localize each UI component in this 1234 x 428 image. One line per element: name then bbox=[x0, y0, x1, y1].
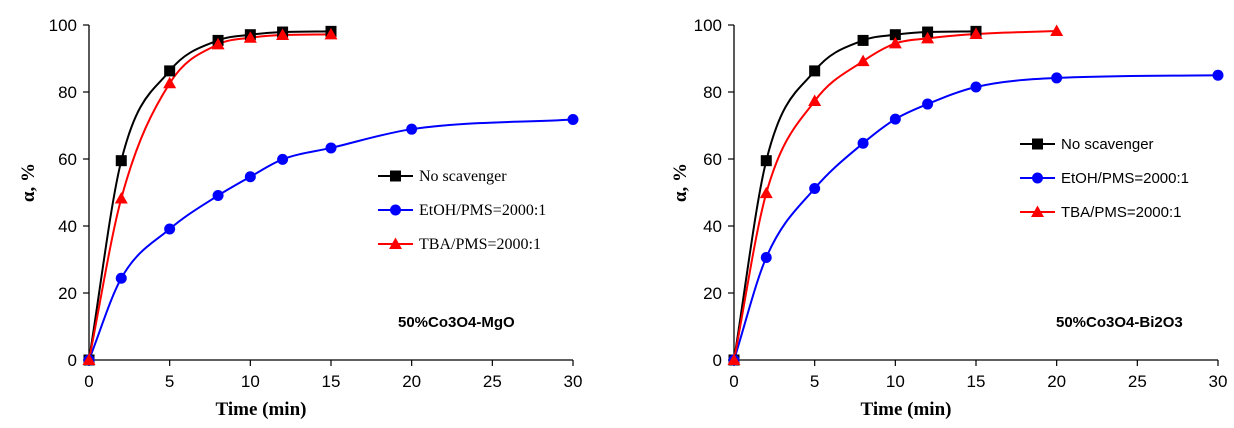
y-tick-label: 60 bbox=[58, 150, 77, 169]
data-point-triangle bbox=[888, 36, 902, 49]
data-point-circle bbox=[277, 153, 289, 165]
x-tick-label: 5 bbox=[165, 372, 174, 391]
legend-entry: EtOH/PMS=2000:1 bbox=[378, 202, 546, 219]
legend-marker-circle bbox=[1032, 172, 1043, 184]
y-tick-label: 0 bbox=[713, 351, 722, 370]
x-tick-label: 15 bbox=[322, 372, 341, 391]
legend-marker-square bbox=[1032, 138, 1043, 150]
data-point-triangle bbox=[211, 37, 225, 50]
y-tick-label: 0 bbox=[68, 351, 77, 370]
legend-marker-circle bbox=[390, 204, 401, 216]
legend-marker-triangle bbox=[389, 237, 402, 249]
legend-entry: TBA/PMS=2000:1 bbox=[378, 236, 541, 253]
data-point-circle bbox=[922, 98, 934, 110]
data-point-circle bbox=[164, 223, 176, 235]
y-tick-label: 20 bbox=[703, 284, 722, 303]
data-point-triangle bbox=[727, 353, 741, 365]
chart-annotation: 50%Co3O4-MgO bbox=[398, 314, 515, 331]
y-tick-label: 100 bbox=[694, 16, 722, 35]
data-point-triangle bbox=[759, 186, 773, 199]
y-tick-label: 20 bbox=[58, 284, 77, 303]
data-point-circle bbox=[325, 142, 337, 154]
legend-label: TBA/PMS=2000:1 bbox=[419, 236, 541, 253]
data-point-square bbox=[809, 65, 821, 77]
y-axis-title: α, % bbox=[670, 163, 691, 202]
data-point-circle bbox=[889, 113, 901, 125]
x-tick-label: 25 bbox=[1128, 372, 1147, 391]
data-point-circle bbox=[115, 272, 127, 284]
data-point-triangle bbox=[163, 76, 177, 89]
legend-marker-square bbox=[390, 170, 401, 182]
y-tick-label: 80 bbox=[703, 83, 722, 102]
data-point-circle bbox=[1051, 72, 1063, 84]
data-point-circle bbox=[760, 251, 772, 263]
data-point-triangle bbox=[324, 27, 338, 40]
data-point-triangle bbox=[808, 94, 822, 107]
y-tick-label: 40 bbox=[58, 217, 77, 236]
data-point-triangle bbox=[1050, 24, 1064, 37]
y-axis-title: α, % bbox=[18, 163, 39, 202]
x-tick-label: 0 bbox=[84, 372, 93, 391]
x-tick-label: 25 bbox=[483, 372, 502, 391]
legend-entry: No scavenger bbox=[378, 168, 507, 185]
legend-label: No scavenger bbox=[1061, 136, 1154, 153]
data-point-circle bbox=[212, 190, 224, 202]
data-point-triangle bbox=[276, 28, 290, 41]
x-tick-label: 10 bbox=[886, 372, 905, 391]
data-point-square bbox=[164, 65, 176, 77]
chart-left: 0 20 40 60 80 100 0 5 10 15 20 25 30 Time (min) α, % No… bbox=[18, 16, 582, 420]
legend-marker-triangle bbox=[1031, 205, 1044, 217]
data-point-circle bbox=[1212, 69, 1224, 81]
y-tick-label: 80 bbox=[58, 83, 77, 102]
data-point-triangle bbox=[856, 54, 870, 67]
legend-entry: EtOH/PMS=2000:1 bbox=[1020, 170, 1189, 187]
x-axis-title: Time (min) bbox=[861, 399, 952, 420]
data-point-circle bbox=[970, 81, 982, 93]
data-point-triangle bbox=[921, 31, 935, 44]
data-point-circle bbox=[809, 182, 821, 194]
x-tick-label: 10 bbox=[241, 372, 260, 391]
data-point-triangle bbox=[969, 27, 983, 40]
y-tick-label: 100 bbox=[49, 16, 77, 35]
y-tick-label: 60 bbox=[703, 150, 722, 169]
chart-annotation: 50%Co3O4-Bi2O3 bbox=[1056, 314, 1183, 331]
series-line-2 bbox=[88, 33, 332, 361]
legend-entry: No scavenger bbox=[1020, 136, 1154, 153]
x-axis-title: Time (min) bbox=[216, 399, 307, 420]
data-point-circle bbox=[244, 171, 256, 183]
x-tick-label: 15 bbox=[967, 372, 986, 391]
series-line-2 bbox=[733, 30, 1057, 361]
data-point-triangle bbox=[82, 353, 96, 365]
data-point-circle bbox=[406, 123, 418, 135]
x-tick-label: 20 bbox=[1047, 372, 1066, 391]
data-point-circle bbox=[567, 113, 579, 125]
data-point-triangle bbox=[114, 192, 128, 204]
legend-label: EtOH/PMS=2000:1 bbox=[1061, 170, 1189, 187]
chart-right: 0 20 40 60 80 100 0 5 10 15 20 25 30 Time (min) α, % No… bbox=[670, 16, 1227, 420]
y-tick-label: 40 bbox=[703, 217, 722, 236]
data-point-triangle bbox=[243, 31, 257, 43]
data-point-circle bbox=[857, 137, 869, 149]
legend-label: No scavenger bbox=[419, 168, 507, 185]
series-line-0 bbox=[88, 30, 332, 361]
x-tick-label: 5 bbox=[810, 372, 819, 391]
data-point-square bbox=[889, 29, 901, 41]
x-tick-label: 30 bbox=[1209, 372, 1228, 391]
data-point-square bbox=[115, 155, 127, 167]
x-tick-label: 30 bbox=[564, 372, 583, 391]
x-tick-label: 0 bbox=[729, 372, 738, 391]
legend-label: EtOH/PMS=2000:1 bbox=[419, 202, 546, 219]
data-point-square bbox=[760, 155, 772, 167]
legend-label: TBA/PMS=2000:1 bbox=[1061, 204, 1181, 221]
x-tick-label: 20 bbox=[402, 372, 421, 391]
data-point-square bbox=[857, 34, 869, 46]
legend-entry: TBA/PMS=2000:1 bbox=[1020, 204, 1181, 221]
